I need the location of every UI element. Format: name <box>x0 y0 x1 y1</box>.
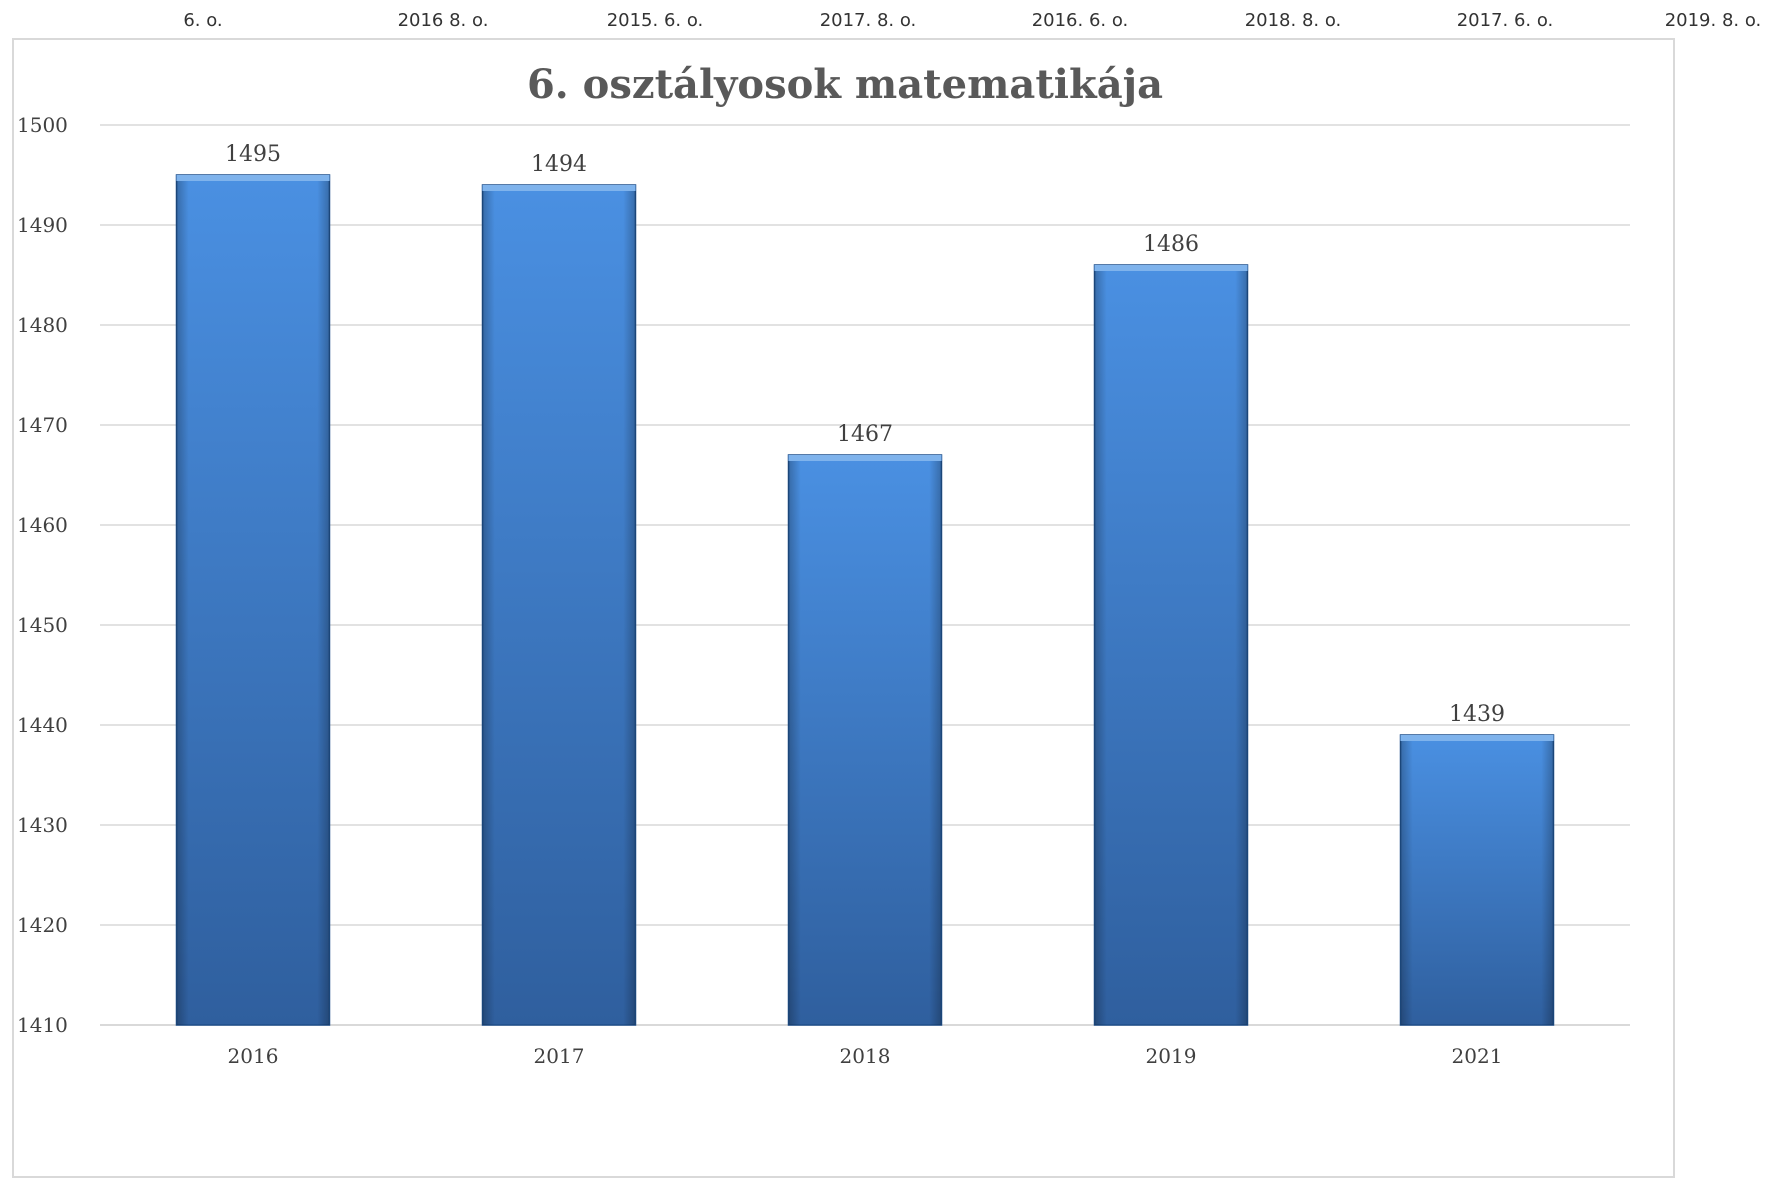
y-tick-label: 1450 <box>17 613 68 637</box>
top-strip-label: 2016 8. o. <box>397 10 489 31</box>
data-label: 1467 <box>837 422 893 447</box>
x-tick-label: 2016 <box>228 1044 279 1068</box>
bar-cap <box>1094 265 1248 271</box>
y-tick-label: 1490 <box>17 213 68 237</box>
y-tick-label: 1460 <box>17 513 68 537</box>
x-tick-label: 2019 <box>1146 1044 1197 1068</box>
y-tick-label: 1420 <box>17 913 68 937</box>
top-strip-label: 2017. 6. o. <box>1456 10 1554 31</box>
x-tick-label: 2021 <box>1452 1044 1503 1068</box>
y-tick-label: 1500 <box>17 113 68 137</box>
top-strip-label: 2019. 8. o. <box>1664 10 1762 31</box>
data-label: 1439 <box>1449 702 1505 727</box>
bar-shading <box>1094 265 1248 1025</box>
x-axis-ticks: 2016 2017 2018 2019 2021 <box>228 1044 1503 1068</box>
bar-cap <box>1400 735 1554 741</box>
bar-shading <box>788 455 942 1025</box>
top-strip-label: 2018. 8. o. <box>1244 10 1342 31</box>
top-strip-label: 6. o. <box>183 10 223 31</box>
y-tick-label: 1480 <box>17 313 68 337</box>
bars <box>175 174 1555 1026</box>
data-labels: 1495 1494 1467 1486 1439 <box>225 142 1505 727</box>
top-axis-strip: 6. o. 2016 8. o. 2015. 6. o. 2017. 8. o.… <box>0 0 1773 36</box>
y-tick-label: 1410 <box>17 1013 68 1037</box>
bar-shading <box>482 185 636 1025</box>
y-tick-label: 1440 <box>17 713 68 737</box>
data-label: 1486 <box>1143 232 1199 257</box>
bar-cap <box>482 185 636 191</box>
top-strip-label: 2015. 6. o. <box>606 10 704 31</box>
y-tick-label: 1430 <box>17 813 68 837</box>
bar-shading <box>1400 735 1554 1025</box>
chart-title: 6. osztályosok matematikája <box>527 61 1163 108</box>
bar-cap <box>176 175 330 181</box>
data-label: 1494 <box>531 152 587 177</box>
bar-cap <box>788 455 942 461</box>
y-axis-ticks: 1410 1420 1430 1440 1450 1460 1470 1480 1490 1500 <box>17 113 68 1037</box>
y-tick-label: 1470 <box>17 413 68 437</box>
top-strip-label: 2016. 6. o. <box>1031 10 1129 31</box>
data-label: 1495 <box>225 142 281 167</box>
x-tick-label: 2018 <box>840 1044 891 1068</box>
bar-shading <box>176 175 330 1025</box>
top-strip-label: 2017. 8. o. <box>819 10 917 31</box>
x-tick-label: 2017 <box>534 1044 585 1068</box>
